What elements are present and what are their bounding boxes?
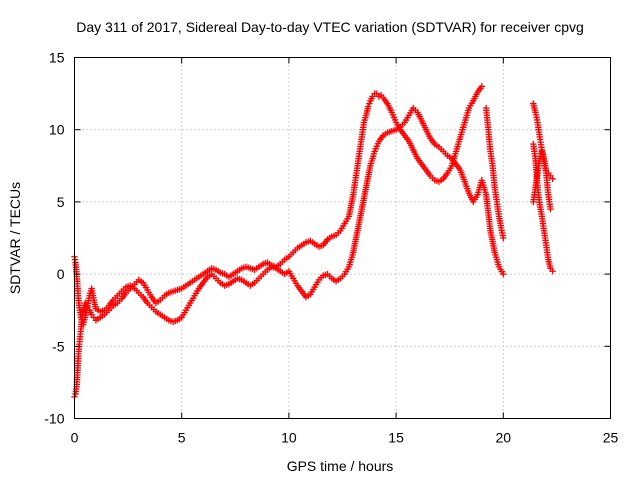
axis-tick-labels: 0 5 10 15 20 25 -10 -5 0 5 10 15 xyxy=(44,50,618,446)
plot-frame xyxy=(74,57,611,419)
x-tick-label: 15 xyxy=(388,430,404,446)
data-point xyxy=(549,175,556,182)
data-point xyxy=(549,268,556,275)
y-tick-label: 0 xyxy=(57,266,65,282)
y-tick-label: -10 xyxy=(44,411,64,427)
data-point xyxy=(478,83,486,90)
x-tick-label: 20 xyxy=(496,430,512,446)
data-point xyxy=(500,270,507,278)
x-tick-label: 5 xyxy=(178,430,186,446)
y-tick-label: 5 xyxy=(57,194,65,210)
data-marks xyxy=(71,83,556,401)
y-axis-label: SDTVAR / TECUs xyxy=(7,182,23,294)
chart-title: Day 311 of 2017, Sidereal Day-to-day VTE… xyxy=(76,19,584,35)
x-tick-label: 10 xyxy=(281,430,297,446)
x-axis-label: GPS time / hours xyxy=(287,458,394,474)
grid xyxy=(74,57,611,419)
y-tick-label: 15 xyxy=(49,50,65,66)
data-point xyxy=(365,103,372,110)
data-point xyxy=(547,205,554,213)
y-tick-label: -5 xyxy=(52,338,65,354)
x-tick-label: 25 xyxy=(603,430,619,446)
axis-ticks xyxy=(74,57,611,419)
data-point xyxy=(500,234,507,242)
x-tick-label: 0 xyxy=(71,430,79,446)
data-point-interp xyxy=(366,100,373,107)
y-tick-label: 10 xyxy=(49,122,65,138)
